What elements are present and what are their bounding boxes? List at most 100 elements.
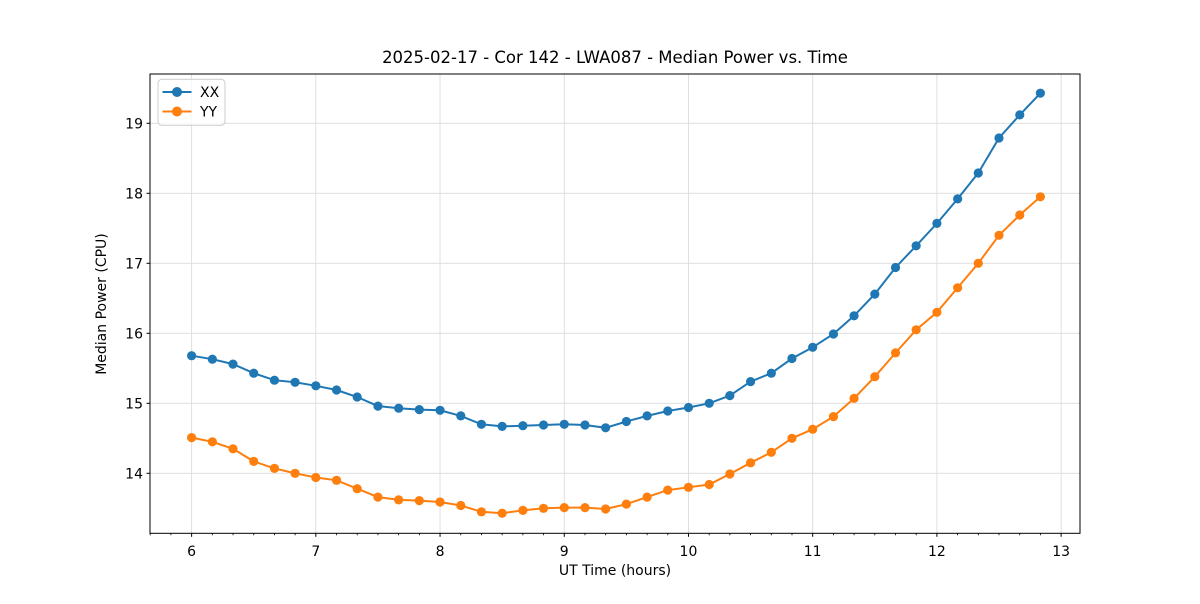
xx-data-point xyxy=(642,411,652,421)
yy-data-point xyxy=(497,508,507,518)
xx-data-point xyxy=(456,411,466,421)
yy-data-point xyxy=(870,372,880,382)
yy-data-point xyxy=(456,500,466,511)
xx-data-point xyxy=(870,289,880,299)
xx-data-point xyxy=(373,401,383,411)
yy-data-point xyxy=(249,456,259,467)
legend-marker-xx xyxy=(172,87,182,97)
yy-data-point xyxy=(187,433,197,443)
xx-data-point xyxy=(704,398,714,408)
yy-data-point xyxy=(352,484,362,494)
yy-data-point xyxy=(373,492,383,502)
xx-data-point xyxy=(580,420,590,430)
yy-data-point xyxy=(311,472,321,483)
yy-data-point xyxy=(207,437,217,447)
yy-data-point xyxy=(994,230,1004,240)
x-tick-label-8: 8 xyxy=(436,544,445,560)
yy-data-point xyxy=(828,412,839,422)
yy-data-point xyxy=(725,469,735,479)
x-tick-label-13: 13 xyxy=(1052,544,1070,560)
yy-data-point xyxy=(953,283,963,293)
yy-data-point xyxy=(911,325,921,335)
yy-data-point xyxy=(704,479,714,490)
xx-data-point xyxy=(1015,110,1025,120)
y-tick-label-16: 16 xyxy=(125,326,143,342)
xx-data-point xyxy=(435,405,445,415)
y-tick-label-15: 15 xyxy=(125,396,143,412)
yy-data-point xyxy=(394,495,404,505)
x-tick-label-11: 11 xyxy=(804,544,822,560)
x-tick-label-10: 10 xyxy=(680,544,698,560)
x-tick-label-9: 9 xyxy=(560,544,569,560)
yy-data-point xyxy=(290,468,300,478)
yy-data-point xyxy=(932,307,942,317)
xx-data-point xyxy=(414,405,424,415)
xx-data-point xyxy=(538,420,549,430)
xx-data-point xyxy=(1035,88,1045,98)
yy-data-point xyxy=(849,393,859,403)
xx-data-point xyxy=(311,381,321,391)
yy-data-point xyxy=(683,482,694,492)
yy-data-point xyxy=(559,503,569,513)
legend-label-yy: YY xyxy=(199,105,218,121)
yy-data-point xyxy=(642,492,652,502)
yy-data-point xyxy=(663,485,673,495)
xx-data-point xyxy=(766,368,776,378)
y-tick-label-14: 14 xyxy=(125,466,143,482)
yy-data-point xyxy=(331,475,342,485)
yy-data-point xyxy=(269,463,280,474)
xx-data-point xyxy=(745,377,756,387)
yy-data-point xyxy=(476,507,487,517)
xx-data-point xyxy=(497,421,507,431)
xx-data-point xyxy=(973,168,983,178)
yy-data-point xyxy=(890,348,901,358)
xx-data-point xyxy=(787,353,797,364)
xx-data-point xyxy=(269,375,280,385)
xx-data-point xyxy=(601,423,611,433)
xx-data-point xyxy=(518,421,528,431)
xx-data-point xyxy=(683,402,694,413)
xx-data-point xyxy=(621,416,631,427)
xx-data-point xyxy=(911,241,921,251)
xx-data-point xyxy=(394,403,404,413)
xx-data-point xyxy=(187,351,197,361)
xx-series-line xyxy=(191,92,1042,429)
yy-data-point xyxy=(766,447,776,457)
yy-data-point xyxy=(745,458,756,468)
xx-data-point xyxy=(207,354,217,364)
legend-marker-yy xyxy=(172,106,182,117)
yy-data-point xyxy=(973,258,983,268)
yy-data-point xyxy=(518,505,528,516)
yy-data-point xyxy=(787,433,797,443)
yy-data-point xyxy=(580,503,590,513)
y-tick-label-17: 17 xyxy=(125,256,143,272)
x-axis-label: UT Time (hours) xyxy=(559,563,671,579)
xx-data-point xyxy=(932,218,942,228)
xx-data-point xyxy=(559,419,569,429)
xx-data-point xyxy=(352,392,362,402)
yy-data-point xyxy=(1015,210,1025,220)
xx-data-point xyxy=(249,368,259,378)
y-axis-label: Median Power (CPU) xyxy=(94,233,110,375)
xx-data-point xyxy=(331,385,342,395)
yy-data-point xyxy=(228,444,238,454)
yy-data-point xyxy=(538,503,549,513)
y-tick-label-18: 18 xyxy=(125,186,143,202)
xx-data-point xyxy=(290,377,300,387)
xx-data-point xyxy=(228,359,238,369)
x-tick-label-7: 7 xyxy=(311,544,320,560)
x-tick-label-12: 12 xyxy=(928,544,946,560)
yy-data-point xyxy=(1035,192,1045,202)
xx-data-point xyxy=(828,329,839,339)
xx-data-point xyxy=(663,406,673,416)
yy-data-point xyxy=(601,504,611,514)
xx-data-point xyxy=(890,262,901,273)
yy-data-point xyxy=(808,424,818,434)
y-tick-label-19: 19 xyxy=(125,116,143,132)
xx-data-point xyxy=(953,194,963,204)
xx-data-point xyxy=(808,342,818,352)
x-tick-label-6: 6 xyxy=(187,544,196,560)
yy-data-point xyxy=(414,496,424,506)
